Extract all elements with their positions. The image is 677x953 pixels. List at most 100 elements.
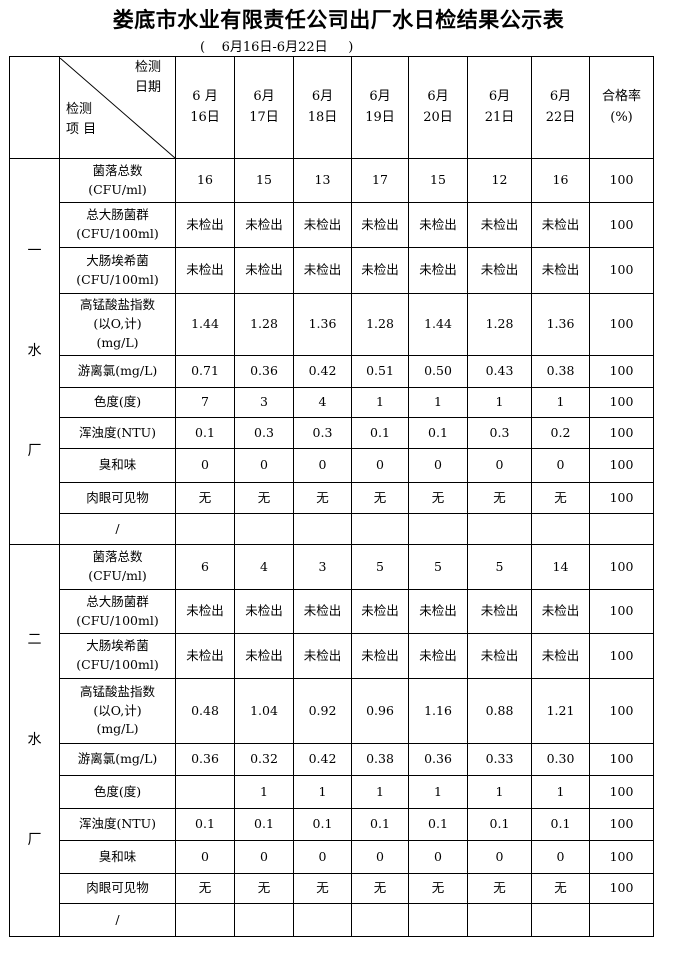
value-cell: 1: [531, 775, 590, 809]
date-header-cell: 6月 20日: [408, 56, 468, 159]
diagonal-line: [60, 57, 175, 158]
value-cell: 未检出: [175, 247, 235, 294]
date-header-cell: 6月 19日: [351, 56, 409, 159]
value-cell: 0.1: [408, 808, 468, 841]
value-cell: 5: [408, 544, 468, 590]
pass-rate-cell: 100: [589, 808, 654, 841]
value-cell: 1.28: [467, 293, 532, 356]
pass-rate-cell: 100: [589, 247, 654, 294]
plant-label-char: 厂: [27, 443, 42, 460]
date-header-line: 6月: [253, 88, 275, 104]
value-cell: 0: [293, 840, 352, 874]
value-cell: 0: [175, 840, 235, 874]
value-cell: 无: [234, 873, 294, 904]
value-cell: 未检出: [531, 589, 590, 634]
value-cell: 0.3: [234, 417, 294, 449]
value-cell: [351, 513, 409, 545]
pass-rate-cell: 100: [589, 873, 654, 904]
item-cell: 菌落总数 (CFU/ml): [59, 158, 176, 203]
value-cell: 0.36: [408, 743, 468, 776]
item-cell: 高锰酸盐指数 (以O,计) (mg/L): [59, 293, 176, 356]
rate-header-cell: 合格率 (%): [589, 56, 654, 159]
item-cell: 大肠埃希菌 (CFU/100ml): [59, 247, 176, 294]
table-row: 一水厂菌落总数 (CFU/ml) 16 15 13 17 15 12 16 100: [9, 158, 654, 545]
item-label-line: 高锰酸盐指数: [79, 683, 155, 699]
item-label-line: (CFU/ml): [88, 181, 147, 197]
value-cell: 0.42: [293, 743, 352, 776]
value-cell: 无: [531, 482, 590, 514]
value-cell: 0.88: [467, 678, 532, 744]
value-cell: [467, 903, 532, 937]
pass-rate-cell: 100: [589, 355, 654, 388]
plant-label-cell: 二水厂: [9, 544, 60, 937]
pass-rate-cell: [589, 513, 654, 545]
value-cell: 0.3: [293, 417, 352, 449]
value-cell: [467, 513, 532, 545]
value-cell: 1: [234, 775, 294, 809]
value-cell: 0.2: [531, 417, 590, 449]
date-header-cell: 6月 22日: [531, 56, 590, 159]
item-label-line: (mg/L): [96, 721, 139, 737]
value-cell: 未检出: [531, 633, 590, 679]
pass-rate-cell: 100: [589, 202, 654, 248]
value-cell: 未检出: [351, 202, 409, 248]
value-cell: 未检出: [408, 633, 468, 679]
value-cell: [234, 903, 294, 937]
value-cell: 未检出: [175, 202, 235, 248]
item-label-line: 色度(度): [93, 394, 142, 410]
value-cell: [351, 903, 409, 937]
value-cell: 0: [293, 448, 352, 483]
pass-rate-cell: 100: [589, 387, 654, 418]
date-header-line: 19日: [365, 109, 395, 125]
value-cell: 0: [408, 448, 468, 483]
value-cell: 未检出: [175, 633, 235, 679]
corner-label-date: 日期: [134, 79, 161, 95]
value-cell: 无: [408, 482, 468, 514]
table-row: 总大肠菌群 (CFU/100ml) 未检出 未检出 未检出 未检出 未检出 未检出 未检出 100: [10, 589, 654, 634]
page-title: 娄底市水业有限责任公司出厂水日检结果公示表: [112, 8, 565, 32]
value-cell: [293, 903, 352, 937]
item-cell: 肉眼可见物: [59, 482, 176, 514]
value-cell: [408, 513, 468, 545]
value-cell: 无: [293, 873, 352, 904]
value-cell: 无: [531, 873, 590, 904]
value-cell: 无: [293, 482, 352, 514]
value-cell: 无: [234, 482, 294, 514]
table-row: 二水厂菌落总数 (CFU/ml) 6 4 3 5 5 5 14 100: [9, 544, 654, 937]
item-cell: 臭和味: [59, 448, 176, 483]
item-label-line: 大肠埃希菌: [86, 252, 149, 268]
table-row: 色度(度) 7 3 4 1 1 1 1 100: [10, 387, 654, 418]
pass-rate-cell: 100: [589, 158, 654, 203]
table-row: 大肠埃希菌 (CFU/100ml) 未检出 未检出 未检出 未检出 未检出 未检出 未检出 100: [10, 247, 654, 294]
date-header-line: 18日: [307, 109, 338, 125]
value-cell: [175, 903, 235, 937]
item-label-line: /: [115, 520, 120, 536]
item-label-line: 游离氯(mg/L): [77, 751, 158, 767]
pass-rate-cell: 100: [589, 840, 654, 874]
table-row: 游离氯(mg/L) 0.71 0.36 0.42 0.51 0.50 0.43 0.38 100: [10, 355, 654, 388]
pass-rate-cell: 100: [589, 293, 654, 356]
table-row: 肉眼可见物无无无无无无无 100: [10, 873, 654, 904]
date-header-line: 6月: [369, 88, 391, 104]
value-cell: 15: [408, 158, 468, 203]
value-cell: 13: [293, 158, 352, 203]
value-cell: 0.42: [293, 355, 352, 388]
value-cell: 4: [293, 387, 352, 418]
value-cell: 未检出: [293, 633, 352, 679]
plant-label-char: 二: [27, 632, 42, 649]
value-cell: [293, 513, 352, 545]
table-row: 游离氯(mg/L) 0.36 0.32 0.42 0.38 0.36 0.33 0.30 100: [10, 743, 654, 776]
value-cell: 0.1: [175, 808, 235, 841]
value-cell: [408, 903, 468, 937]
item-label-line: (mg/L): [96, 334, 139, 350]
value-cell: 0.38: [351, 743, 409, 776]
date-header-line: 16日: [190, 109, 220, 125]
value-cell: 未检出: [408, 589, 468, 634]
value-cell: 0.32: [234, 743, 294, 776]
value-cell: 1.44: [408, 293, 468, 356]
value-cell: 1: [408, 775, 468, 809]
value-cell: 1: [351, 775, 409, 809]
table-row: 肉眼可见物无无无无无无无 100: [10, 482, 654, 514]
value-cell: 0.48: [175, 678, 235, 744]
date-header-cell: 6月 21日: [467, 56, 532, 159]
